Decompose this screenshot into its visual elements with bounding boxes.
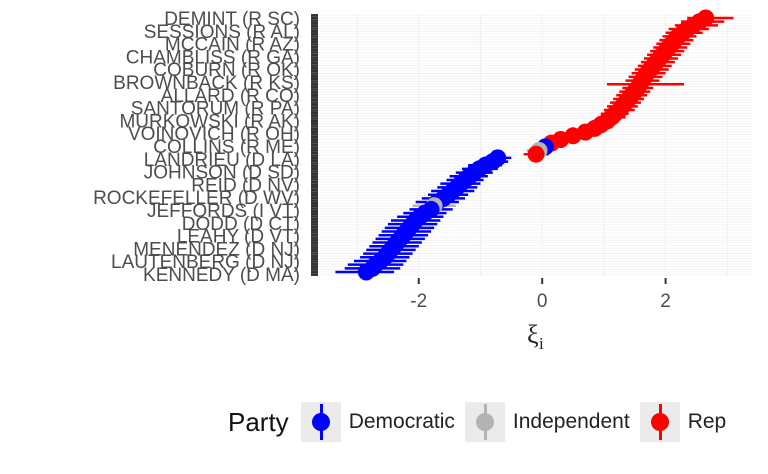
y-label: LEAHY (D VT) <box>177 227 300 248</box>
x-tick-label: 0 <box>537 291 548 312</box>
y-label: LANDRIEU (D LA) <box>144 150 300 171</box>
y-label: SESSIONS (R AL) <box>144 22 300 43</box>
y-label: DODD (D CT) <box>182 214 300 235</box>
legend-key-democratic <box>300 402 341 442</box>
y-label: LAUTENBERG (D NJ) <box>111 252 300 273</box>
data-points <box>335 9 734 281</box>
x-axis-title-subscript: i <box>539 334 544 353</box>
legend-key-independent <box>464 402 505 442</box>
y-label: COBURN (R OK) <box>153 60 300 81</box>
y-label: MCCAIN (R AZ) <box>165 35 300 56</box>
y-label: ALLARD (R CO) <box>161 86 300 107</box>
x-axis: -2 0 2 <box>410 278 671 312</box>
legend-key-republican <box>639 402 680 442</box>
y-label: ROCKEFELLER (D WV) <box>93 188 300 209</box>
legend-label-republican: Rep <box>687 410 727 433</box>
legend: Party Democratic Independent Rep <box>228 398 736 446</box>
y-axis-labels: DEMINT (R SC)SESSIONS (R AL)MCCAIN (R AZ… <box>93 9 300 286</box>
x-tick-label: -2 <box>410 291 427 312</box>
x-tick-label: 2 <box>660 291 671 312</box>
legend-label-democratic: Democratic <box>348 410 455 433</box>
grid-lines <box>320 14 752 276</box>
y-label: MENENDEZ (D NJ) <box>133 239 300 260</box>
legend-key-dot <box>475 413 494 431</box>
y-label: JOHNSON (D SD) <box>144 163 300 184</box>
legend-title: Party <box>228 406 289 437</box>
y-label: CHAMBLISS (R GA) <box>126 47 300 68</box>
y-label: SANTORUM (R PA) <box>131 99 300 120</box>
x-axis-title: ξ <box>527 320 539 349</box>
data-point <box>527 145 545 163</box>
y-label: MURKOWSKI (R AK) <box>119 111 300 132</box>
y-label: REID (D NV) <box>191 175 300 196</box>
y-label: BROWNBACK (R KS) <box>113 73 300 94</box>
y-label: JEFFORDS (I VT) <box>147 201 300 222</box>
y-label: KENNEDY (D MA) <box>143 265 300 286</box>
data-point <box>357 263 375 281</box>
y-label: DEMINT (R SC) <box>164 9 300 30</box>
y-label: COLLINS (R ME) <box>153 137 300 158</box>
legend-key-dot <box>650 413 669 431</box>
y-label: VOINOVICH (R OH) <box>128 124 300 145</box>
y-axis-ticks <box>311 14 318 276</box>
legend-label-independent: Independent <box>512 410 630 433</box>
legend-key-dot <box>311 413 330 431</box>
